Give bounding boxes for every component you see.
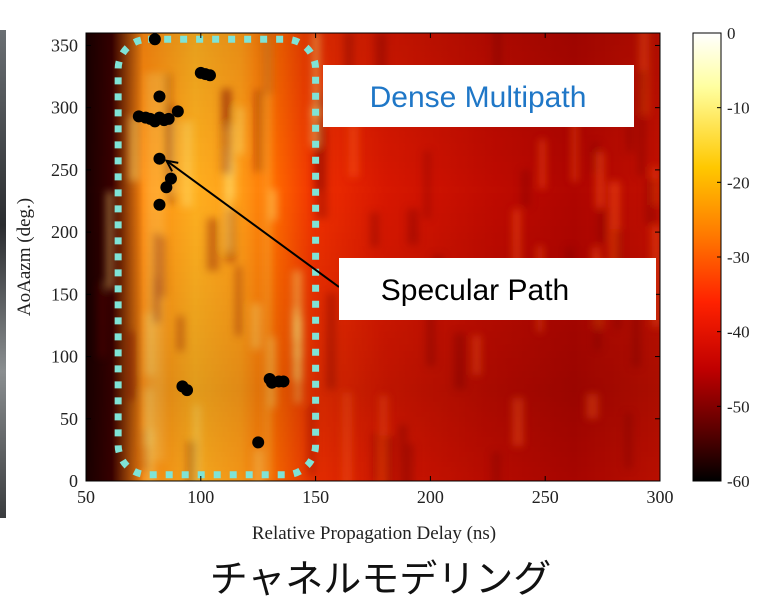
specular-point bbox=[252, 436, 265, 449]
y-axis-label: AoAazm (deg.) bbox=[14, 198, 35, 316]
specular-point bbox=[153, 198, 166, 211]
plot-border bbox=[85, 32, 661, 482]
y-tick-label: 200 bbox=[51, 222, 78, 242]
specular-path-label-box bbox=[339, 258, 656, 320]
dense-multipath-label-box bbox=[323, 65, 634, 127]
specular-path-label: Specular Path bbox=[381, 274, 569, 307]
specular-point bbox=[181, 384, 194, 397]
colorbar-tick-label: 0 bbox=[727, 24, 736, 43]
colorbar-tick-label: -10 bbox=[727, 99, 750, 118]
x-axis-ticks: 50 100 150 200 250 300 bbox=[77, 33, 674, 507]
slide-caption: チャネルモデリング bbox=[209, 557, 552, 601]
colorbar-ticks: 0 -10 -20 -30 -40 -50 -60 bbox=[717, 24, 750, 491]
y-tick-label: 150 bbox=[51, 284, 78, 304]
specular-point bbox=[162, 112, 175, 125]
x-tick-label: 200 bbox=[417, 487, 444, 507]
specular-point bbox=[153, 90, 166, 103]
left-edge-photo-strip bbox=[0, 30, 6, 518]
y-tick-label: 100 bbox=[51, 347, 78, 367]
colorbar-tick-label: -30 bbox=[727, 248, 750, 267]
specular-point bbox=[153, 152, 166, 165]
x-tick-label: 100 bbox=[187, 487, 214, 507]
specular-point bbox=[148, 33, 161, 46]
colorbar-tick-label: -20 bbox=[727, 173, 750, 192]
specular-path-arrow bbox=[165, 159, 340, 288]
y-axis-ticks: 0 50 100 150 200 250 300 350 bbox=[51, 35, 660, 491]
y-tick-label: 300 bbox=[51, 98, 78, 118]
specular-points bbox=[132, 33, 290, 449]
colorbar-tick-label: -40 bbox=[727, 323, 750, 342]
dense-multipath-region bbox=[114, 35, 320, 479]
specular-point bbox=[203, 69, 216, 82]
y-tick-label: 250 bbox=[51, 160, 78, 180]
y-tick-label: 0 bbox=[69, 471, 78, 491]
colorbar bbox=[692, 32, 722, 482]
x-tick-label: 250 bbox=[532, 487, 559, 507]
colorbar-tick-label: -50 bbox=[727, 397, 750, 416]
specular-point bbox=[277, 375, 290, 388]
y-tick-label: 50 bbox=[60, 409, 78, 429]
y-tick-label: 350 bbox=[51, 35, 78, 55]
x-tick-label: 150 bbox=[302, 487, 329, 507]
specular-point bbox=[171, 105, 184, 118]
x-axis-label: Relative Propagation Delay (ns) bbox=[252, 523, 496, 544]
specular-path-arrowhead bbox=[164, 159, 179, 172]
dense-multipath-label: Dense Multipath bbox=[370, 81, 587, 114]
specular-point bbox=[160, 181, 173, 194]
colorbar-tick-label: -60 bbox=[727, 472, 750, 491]
x-tick-label: 300 bbox=[647, 487, 674, 507]
x-tick-label: 50 bbox=[77, 487, 95, 507]
